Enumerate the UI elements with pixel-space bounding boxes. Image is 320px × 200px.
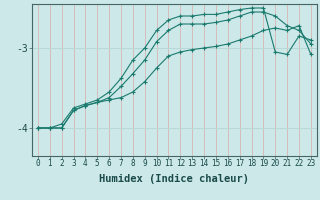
X-axis label: Humidex (Indice chaleur): Humidex (Indice chaleur): [100, 174, 249, 184]
